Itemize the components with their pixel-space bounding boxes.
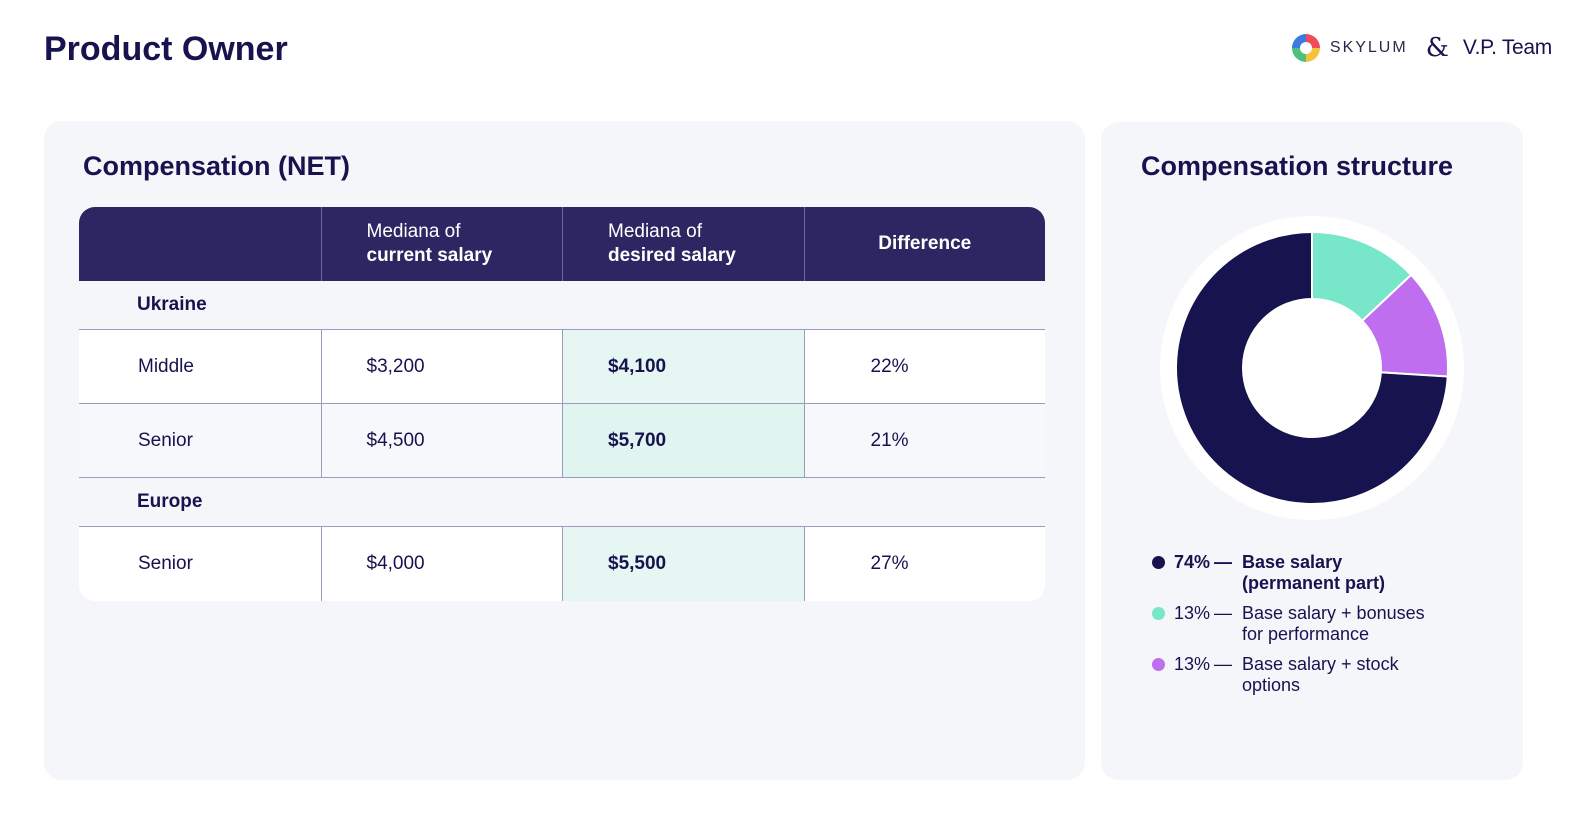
table-row: Senior $4,000 $5,500 27% xyxy=(79,527,1045,601)
legend-item: 74% — Base salary (permanent part) xyxy=(1152,552,1492,594)
desired-salary-cell: $4,100 xyxy=(562,330,804,403)
difference-cell: 21% xyxy=(803,404,1046,477)
ampersand: & xyxy=(1425,33,1449,63)
legend-item: 13% — Base salary + stock options xyxy=(1152,654,1492,696)
level-cell: Middle xyxy=(138,355,194,377)
header-desired-salary: Mediana of desired salary xyxy=(562,207,804,281)
legend-label-line: Base salary + bonuses xyxy=(1242,603,1425,623)
legend-dot-icon xyxy=(1152,556,1165,569)
header-difference: Difference xyxy=(803,207,1046,281)
legend-label-line: options xyxy=(1242,675,1301,695)
structure-card: Compensation structure 74% — Base salary (p… xyxy=(1101,122,1523,780)
skylum-logo-icon xyxy=(1290,32,1322,64)
legend-dash: — xyxy=(1214,654,1232,674)
header-desired-prefix: Mediana of xyxy=(608,221,703,242)
legend-label-line: Base salary xyxy=(1242,552,1343,572)
legend-dash: — xyxy=(1214,603,1232,623)
header-current-salary: Mediana of current salary xyxy=(320,207,563,281)
legend-label: Base salary + bonuses for performance xyxy=(1242,603,1492,645)
legend-label: Base salary (permanent part) xyxy=(1242,552,1492,594)
skylum-logo-text: SKYLUM xyxy=(1329,39,1408,56)
legend-dot-icon xyxy=(1152,607,1165,620)
legend-label-line: Base salary + stock xyxy=(1242,654,1399,674)
donut-chart-svg xyxy=(1160,216,1464,520)
legend-percent: 13% xyxy=(1174,603,1211,623)
vp-team-logo-text: V.P. Team xyxy=(1462,36,1552,59)
compensation-card: Compensation (NET) Mediana of current sa… xyxy=(44,121,1085,780)
current-salary-cell: $3,200 xyxy=(320,330,563,403)
legend-label: Base salary + stock options xyxy=(1242,654,1492,696)
current-salary-cell: $4,500 xyxy=(320,404,563,477)
level-cell: Senior xyxy=(138,553,193,574)
legend-label-line: for performance xyxy=(1242,624,1370,644)
desired-salary-cell: $5,700 xyxy=(562,404,804,477)
partner-logos: SKYLUM & V.P. Team xyxy=(1290,30,1552,66)
difference-cell: 27% xyxy=(803,527,1046,601)
legend-percent: 13% xyxy=(1174,654,1211,674)
legend-dash: — xyxy=(1214,552,1232,572)
desired-salary-cell: $5,500 xyxy=(562,527,804,601)
table-header: Mediana of current salary Mediana of des… xyxy=(79,207,1045,281)
compensation-title: Compensation (NET) xyxy=(83,151,350,181)
header-empty xyxy=(79,207,321,281)
legend-label-line: (permanent part) xyxy=(1242,573,1386,593)
legend-dot-icon xyxy=(1152,658,1165,671)
table-row: Senior $4,500 $5,700 21% xyxy=(79,404,1045,478)
legend-percent: 74% xyxy=(1174,552,1211,572)
header-current-prefix: Mediana of xyxy=(366,221,461,242)
difference-cell: 22% xyxy=(803,330,1046,403)
donut-slice xyxy=(1175,230,1449,505)
donut-chart xyxy=(1160,216,1464,520)
group-row-ukraine: Ukraine xyxy=(79,281,1045,330)
level-cell: Senior xyxy=(138,429,193,451)
structure-title: Compensation structure xyxy=(1141,151,1454,181)
legend-item: 13% — Base salary + bonuses for performance xyxy=(1152,603,1492,645)
page-title: Product Owner xyxy=(44,30,288,68)
compensation-table: Mediana of current salary Mediana of des… xyxy=(79,207,1045,601)
chart-legend: 74% — Base salary (permanent part) 13% — Base … xyxy=(1152,552,1492,705)
group-row-europe: Europe xyxy=(79,478,1045,527)
header-current-bold: current salary xyxy=(366,245,493,266)
header-difference-label: Difference xyxy=(878,233,972,254)
table-row: Middle $3,200 $4,100 22% xyxy=(79,330,1045,404)
current-salary-cell: $4,000 xyxy=(320,527,563,601)
header-desired-bold: desired salary xyxy=(608,245,736,266)
